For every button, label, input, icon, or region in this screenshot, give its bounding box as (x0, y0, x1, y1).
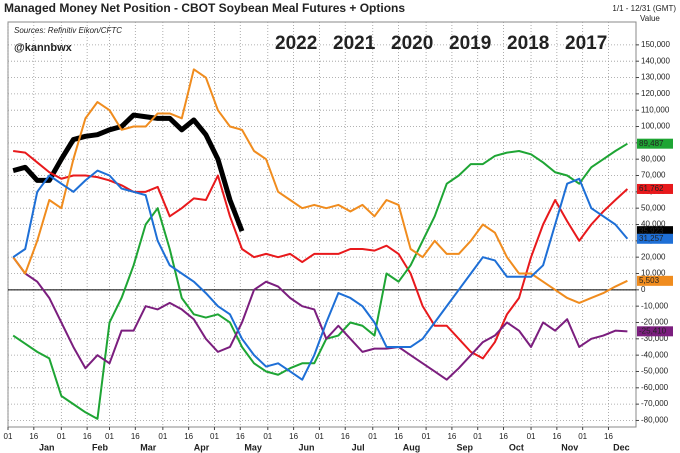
x-tick-label: 01 (105, 432, 114, 441)
month-label: Oct (509, 442, 524, 452)
legend-label: 2018 (507, 33, 549, 54)
y-tick-label: -50,000 (641, 367, 669, 376)
y-tick-label: -40,000 (641, 350, 669, 359)
y-axis-label: Value (640, 14, 660, 23)
month-label: Jun (299, 442, 315, 452)
legend-label: 2020 (391, 33, 433, 54)
y-tick-label: 120,000 (641, 89, 670, 98)
end-label: 89,487 (639, 139, 664, 148)
x-tick-label: 01 (57, 432, 66, 441)
x-tick-label: 16 (83, 432, 92, 441)
y-tick-label: -60,000 (641, 383, 669, 392)
x-tick-label: 01 (527, 432, 536, 441)
x-tick-label: 01 (263, 432, 272, 441)
end-label-box (637, 138, 673, 149)
end-label: 35,923 (639, 226, 664, 235)
x-tick-label: 01 (422, 432, 431, 441)
end-label: 61,762 (639, 184, 664, 193)
y-tick-label: 40,000 (641, 220, 666, 229)
y-tick-label: 10,000 (641, 269, 666, 278)
x-tick-label: 16 (131, 432, 140, 441)
x-tick-label: 16 (394, 432, 403, 441)
y-tick-label: -20,000 (641, 318, 669, 327)
end-label-box (637, 183, 673, 194)
legend-label: 2022 (275, 33, 317, 54)
series-line (12, 256, 628, 381)
x-tick-label: 16 (341, 432, 350, 441)
y-tick-label: -30,000 (641, 334, 669, 343)
chart-title: Managed Money Net Position - CBOT Soybea… (4, 1, 405, 15)
month-label: Nov (561, 442, 578, 452)
x-tick-label: 01 (473, 432, 482, 441)
x-tick-label: 01 (4, 432, 13, 441)
y-tick-label: -70,000 (641, 399, 669, 408)
month-label: Aug (403, 442, 421, 452)
end-label-box (637, 226, 673, 237)
y-tick-label: 150,000 (641, 40, 670, 49)
month-label: Mar (140, 442, 157, 452)
x-tick-label: 01 (368, 432, 377, 441)
series-line (12, 68, 628, 304)
x-tick-label: 16 (604, 432, 613, 441)
date-range: 1/1 - 12/31 (GMT) (612, 4, 676, 13)
month-label: May (244, 442, 262, 452)
month-label: Sep (457, 442, 474, 452)
x-tick-label: 01 (315, 432, 324, 441)
y-tick-label: 70,000 (641, 171, 666, 180)
x-tick-label: 16 (289, 432, 298, 441)
month-label: Apr (194, 442, 210, 452)
x-tick-label: 16 (29, 432, 38, 441)
end-label: 31,257 (639, 234, 664, 243)
series-line (12, 142, 628, 420)
end-label-box (637, 275, 673, 286)
end-label: -25,410 (639, 326, 667, 335)
x-tick-label: 16 (499, 432, 508, 441)
y-tick-label: 80,000 (641, 154, 666, 163)
end-label-box (637, 233, 673, 244)
y-tick-label: 140,000 (641, 56, 670, 65)
y-tick-label: 100,000 (641, 122, 670, 131)
x-tick-label: 16 (552, 432, 561, 441)
author: @kannbwx (14, 42, 73, 54)
legend-label: 2019 (449, 33, 491, 54)
month-label: Jul (352, 442, 365, 452)
legend-label: 2021 (333, 33, 376, 54)
x-tick-label: 16 (447, 432, 456, 441)
y-tick-label: 0 (641, 285, 646, 294)
y-tick-label: 110,000 (641, 105, 670, 114)
y-tick-label: 50,000 (641, 203, 666, 212)
y-tick-label: 20,000 (641, 252, 666, 261)
y-tick-label: -80,000 (641, 416, 669, 425)
month-label: Dec (613, 442, 630, 452)
month-label: Feb (92, 442, 109, 452)
y-tick-label: -10,000 (641, 301, 669, 310)
legend-label: 2017 (565, 33, 607, 54)
end-label-box (637, 326, 673, 337)
series-line (12, 169, 629, 381)
end-label: 5,503 (639, 276, 660, 285)
x-tick-label: 16 (236, 432, 245, 441)
x-tick-label: 01 (158, 432, 167, 441)
source: Sources: Refinitiv Eikon/CFTC (14, 26, 122, 35)
month-label: Jan (39, 442, 55, 452)
x-tick-label: 01 (210, 432, 219, 441)
x-tick-label: 01 (578, 432, 587, 441)
y-tick-label: 130,000 (641, 73, 670, 82)
x-tick-label: 16 (184, 432, 193, 441)
